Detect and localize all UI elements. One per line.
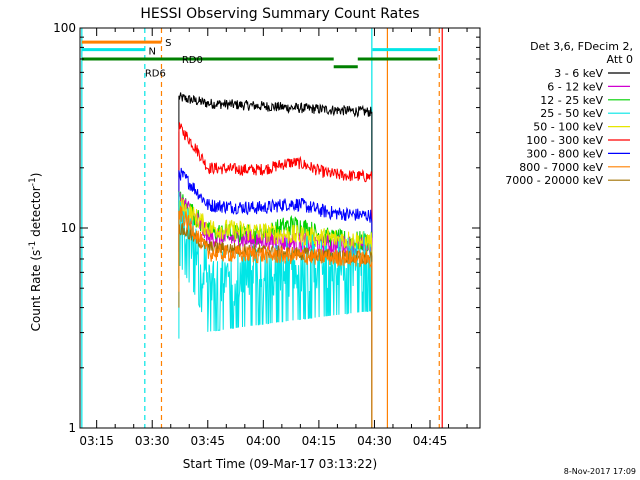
series-line	[178, 205, 373, 428]
x-axis-label: Start Time (09-Mar-17 03:13:22)	[183, 457, 377, 471]
legend-entry-label: 800 - 7000 keV	[519, 161, 603, 174]
x-tick-label: 04:45	[413, 434, 448, 448]
chart-title: HESSI Observing Summary Count Rates	[140, 6, 419, 22]
y-tick-label: 10	[61, 221, 76, 235]
x-tick-label: 03:45	[190, 434, 225, 448]
x-tick-label: 04:15	[302, 434, 337, 448]
series-line	[178, 92, 373, 428]
timestamp: 8-Nov-2017 17:09	[564, 467, 636, 476]
series-line	[178, 192, 373, 428]
plot-area: SN RD6 RD0	[81, 28, 443, 428]
legend-entry-label: 100 - 300 keV	[526, 134, 603, 147]
legend-entry-label: 12 - 25 keV	[540, 94, 603, 107]
legend-entry-label: 25 - 50 keV	[540, 107, 603, 120]
y-axis-label: Count Rate (s-1 detector-1)	[28, 173, 43, 332]
flag-label-rd6: RD6	[145, 68, 166, 79]
legend-entry-label: 50 - 100 keV	[533, 121, 603, 134]
y-tick-label: 1	[68, 421, 76, 435]
flag-label-rd0: RD0	[182, 55, 203, 66]
legend-title: Att 0	[607, 53, 633, 66]
legend-title: Det 3,6, FDecim 2,	[530, 40, 633, 53]
y-axis: 1 10 100	[53, 21, 480, 435]
flag-label-n: N	[149, 47, 156, 58]
y-tick-label: 100	[53, 21, 76, 35]
legend-entry-label: 6 - 12 keV	[547, 80, 603, 93]
flag-label-s: S	[165, 38, 171, 49]
series-line	[178, 167, 373, 428]
legend-entry-label: 7000 - 20000 keV	[505, 174, 603, 187]
x-tick-label: 04:30	[357, 434, 392, 448]
legend-entry-label: 3 - 6 keV	[554, 67, 603, 80]
series-line	[178, 197, 373, 428]
x-axis: 03:15 03:30 03:45 04:00 04:15 04:30 04:45	[79, 28, 468, 448]
legend-entry-label: 300 - 800 keV	[526, 147, 603, 160]
series-line	[178, 122, 373, 352]
x-tick-label: 04:00	[246, 434, 281, 448]
x-tick-label: 03:15	[79, 434, 114, 448]
x-tick-label: 03:30	[135, 434, 170, 448]
